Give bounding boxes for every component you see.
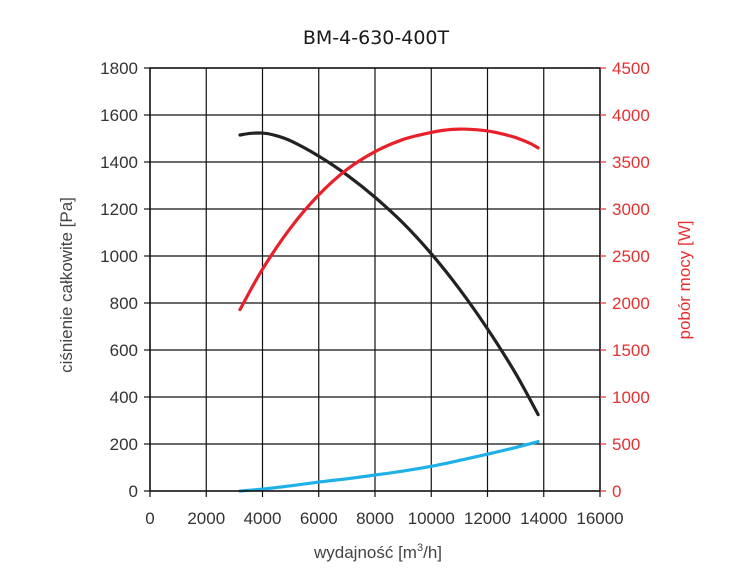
x-tick-label: 4000 [244, 509, 282, 528]
x-tick-label: 8000 [356, 509, 394, 528]
y-axis-label: ciśnienie całkowite [Pa] [57, 197, 76, 373]
y-tick-label: 600 [110, 341, 138, 360]
pressure-curve [238, 131, 540, 417]
y-tick-label: 800 [110, 294, 138, 313]
y2-tick-label: 1000 [612, 388, 650, 407]
grid-lines [150, 68, 600, 491]
x-tick-label: 12000 [464, 509, 511, 528]
axis-ticks: 0 2000 4000 6000 8000 10000 12000 14000 16000020… [100, 59, 650, 528]
secondary-curve [238, 440, 540, 493]
y2-tick-label: 4500 [612, 59, 650, 78]
y2-tick-label: 0 [612, 482, 621, 501]
y-tick-label: 1200 [100, 200, 138, 219]
x-tick-label: 6000 [300, 509, 338, 528]
y2-tick-label: 2000 [612, 294, 650, 313]
y2-axis-label: pobór mocy [W] [675, 220, 694, 339]
x-axis-label: wydajność [m3/h] [313, 542, 442, 562]
x-axis-label-main: wydajność [m [313, 543, 417, 562]
y2-tick-label: 2500 [612, 247, 650, 266]
y-tick-label: 1600 [100, 106, 138, 125]
y-tick-label: 1000 [100, 247, 138, 266]
series-lines [238, 127, 540, 493]
x-axis-label-superscript: 3 [417, 542, 423, 554]
x-tick-label: 14000 [520, 509, 567, 528]
x-tick-label: 16000 [576, 509, 623, 528]
x-tick-label: 2000 [187, 509, 225, 528]
y-tick-label: 1800 [100, 59, 138, 78]
y2-tick-label: 1500 [612, 341, 650, 360]
x-axis-label-end: /h] [423, 543, 442, 562]
y2-tick-label: 500 [612, 435, 640, 454]
y-tick-label: 200 [110, 435, 138, 454]
power-curve [238, 127, 540, 312]
y-tick-label: 1400 [100, 153, 138, 172]
y-tick-label: 0 [129, 482, 138, 501]
y2-tick-label: 3500 [612, 153, 650, 172]
chart-title: BM-4-630-400T [303, 27, 450, 49]
y-tick-label: 400 [110, 388, 138, 407]
x-tick-label: 10000 [408, 509, 455, 528]
y2-tick-label: 3000 [612, 200, 650, 219]
y2-tick-label: 4000 [612, 106, 650, 125]
x-tick-label: 0 [145, 509, 154, 528]
